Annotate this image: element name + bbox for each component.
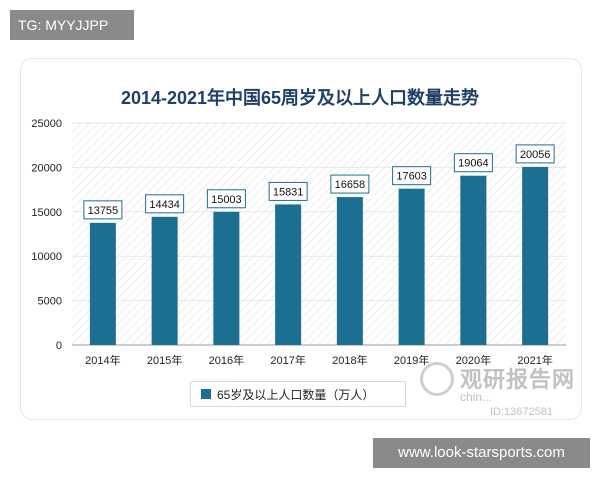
- bar: [89, 222, 116, 345]
- data-label: 14434: [149, 199, 180, 211]
- legend-swatch: [201, 389, 211, 399]
- bar: [336, 197, 363, 345]
- bars: 13755 14434 15003 15831 16658 17603 19064 20056: [83, 144, 555, 345]
- y-tick-label: 15000: [31, 207, 62, 219]
- data-label-box: [145, 194, 185, 214]
- data-label: 16658: [335, 179, 366, 191]
- data-label-box: [206, 189, 246, 209]
- legend: 65岁及以上人口数量（万人）: [190, 381, 406, 407]
- data-label: 20056: [520, 149, 551, 161]
- data-label-box: [392, 166, 432, 186]
- x-tick-label: 2020年: [456, 353, 491, 367]
- x-tick-label: 2018年: [332, 353, 367, 367]
- watermark-logo-icon: [420, 362, 454, 396]
- data-label-box: [515, 144, 555, 164]
- y-tick-label: 25000: [31, 118, 62, 130]
- watermark-id: ID:13672581: [490, 406, 553, 418]
- top-watermark-badge: TG: MYYJJPP: [10, 10, 134, 40]
- chart-title: 2014-2021年中国65周岁及以上人口数量走势: [120, 88, 480, 108]
- bar: [522, 166, 549, 345]
- data-label-box: [268, 181, 308, 201]
- x-tick-label: 2019年: [394, 353, 429, 367]
- legend-label: 65岁及以上人口数量（万人）: [217, 387, 375, 402]
- y-tick-label: 5000: [38, 296, 62, 308]
- bar: [213, 211, 240, 345]
- watermark-subtitle: chin...: [460, 390, 493, 404]
- data-label-box: [453, 153, 493, 173]
- data-label-box: [330, 174, 370, 194]
- x-tick-label: 2017年: [270, 353, 305, 367]
- bar: [151, 216, 178, 345]
- data-label: 15831: [273, 186, 304, 198]
- bar: [275, 204, 302, 345]
- data-label: 17603: [396, 171, 427, 183]
- x-tick-label: 2014年: [85, 353, 120, 367]
- x-tick-label: 2016年: [209, 353, 244, 367]
- y-tick-label: 0: [56, 340, 62, 352]
- data-label: 15003: [211, 194, 242, 206]
- bar: [460, 175, 487, 345]
- data-label-box: [83, 200, 123, 220]
- data-label: 13755: [88, 205, 119, 217]
- x-tick-label: 2021年: [517, 353, 552, 367]
- axes: 0 5000 10000 15000 20000 25000 2014年 2015年 2016年…: [31, 118, 566, 367]
- bottom-watermark-badge: www.look-starsports.com: [373, 438, 590, 468]
- x-tick-label: 2015年: [147, 353, 182, 367]
- data-label: 19064: [458, 158, 489, 170]
- watermark: 观研报告网 chin... ID:13672581: [420, 360, 590, 420]
- y-tick-label: 20000: [31, 162, 62, 174]
- y-tick-label: 10000: [31, 251, 62, 263]
- watermark-title: 观研报告网: [460, 367, 576, 392]
- bar: [398, 188, 425, 345]
